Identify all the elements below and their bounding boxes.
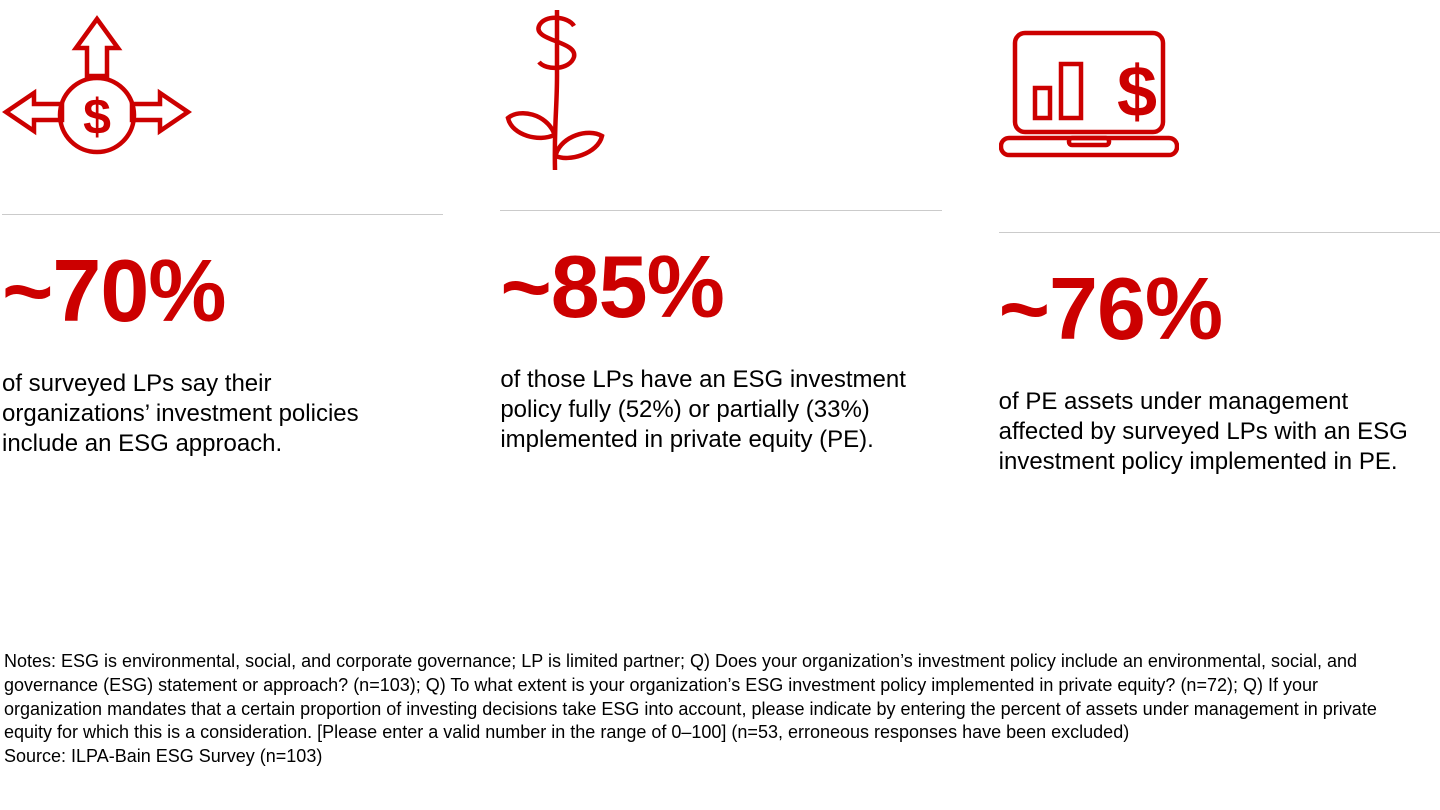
stat-card-policy-implemented: ~85% of those LPs have an ESG investment… <box>500 8 942 477</box>
stats-row: $ ~70% of surveyed LPs say their organiz… <box>2 8 1440 477</box>
notes-text: Notes: ESG is environmental, social, and… <box>4 651 1377 743</box>
stat-value: ~70% <box>2 241 227 340</box>
stat-value: ~85% <box>500 237 725 336</box>
stat-card-esg-approach: $ ~70% of surveyed LPs say their organiz… <box>2 8 444 477</box>
svg-text:$: $ <box>1117 52 1157 132</box>
laptop-chart-dollar-icon: $ <box>998 30 1179 158</box>
stat-icon-area <box>500 8 941 210</box>
footnotes: Notes: ESG is environmental, social, and… <box>4 650 1416 769</box>
stat-icon-area: $ <box>998 30 1440 232</box>
divider <box>998 232 1440 233</box>
diverging-arrows-dollar-icon: $ <box>2 15 192 155</box>
stat-description: of PE assets under management affected b… <box>998 388 1408 475</box>
source-text: Source: ILPA-Bain ESG Survey (n=103) <box>4 746 323 766</box>
dollar-plant-icon <box>505 10 605 171</box>
divider <box>2 214 444 215</box>
stat-icon-area: $ <box>2 12 443 214</box>
svg-text:$: $ <box>83 89 111 145</box>
stat-description: of surveyed LPs say their organizations’… <box>2 370 359 457</box>
stat-value: ~76% <box>998 259 1224 358</box>
stat-card-assets-affected: $ ~76% of PE assets under management aff… <box>998 8 1440 477</box>
divider <box>500 210 942 211</box>
stat-description: of those LPs have an ESG investment poli… <box>500 366 906 453</box>
